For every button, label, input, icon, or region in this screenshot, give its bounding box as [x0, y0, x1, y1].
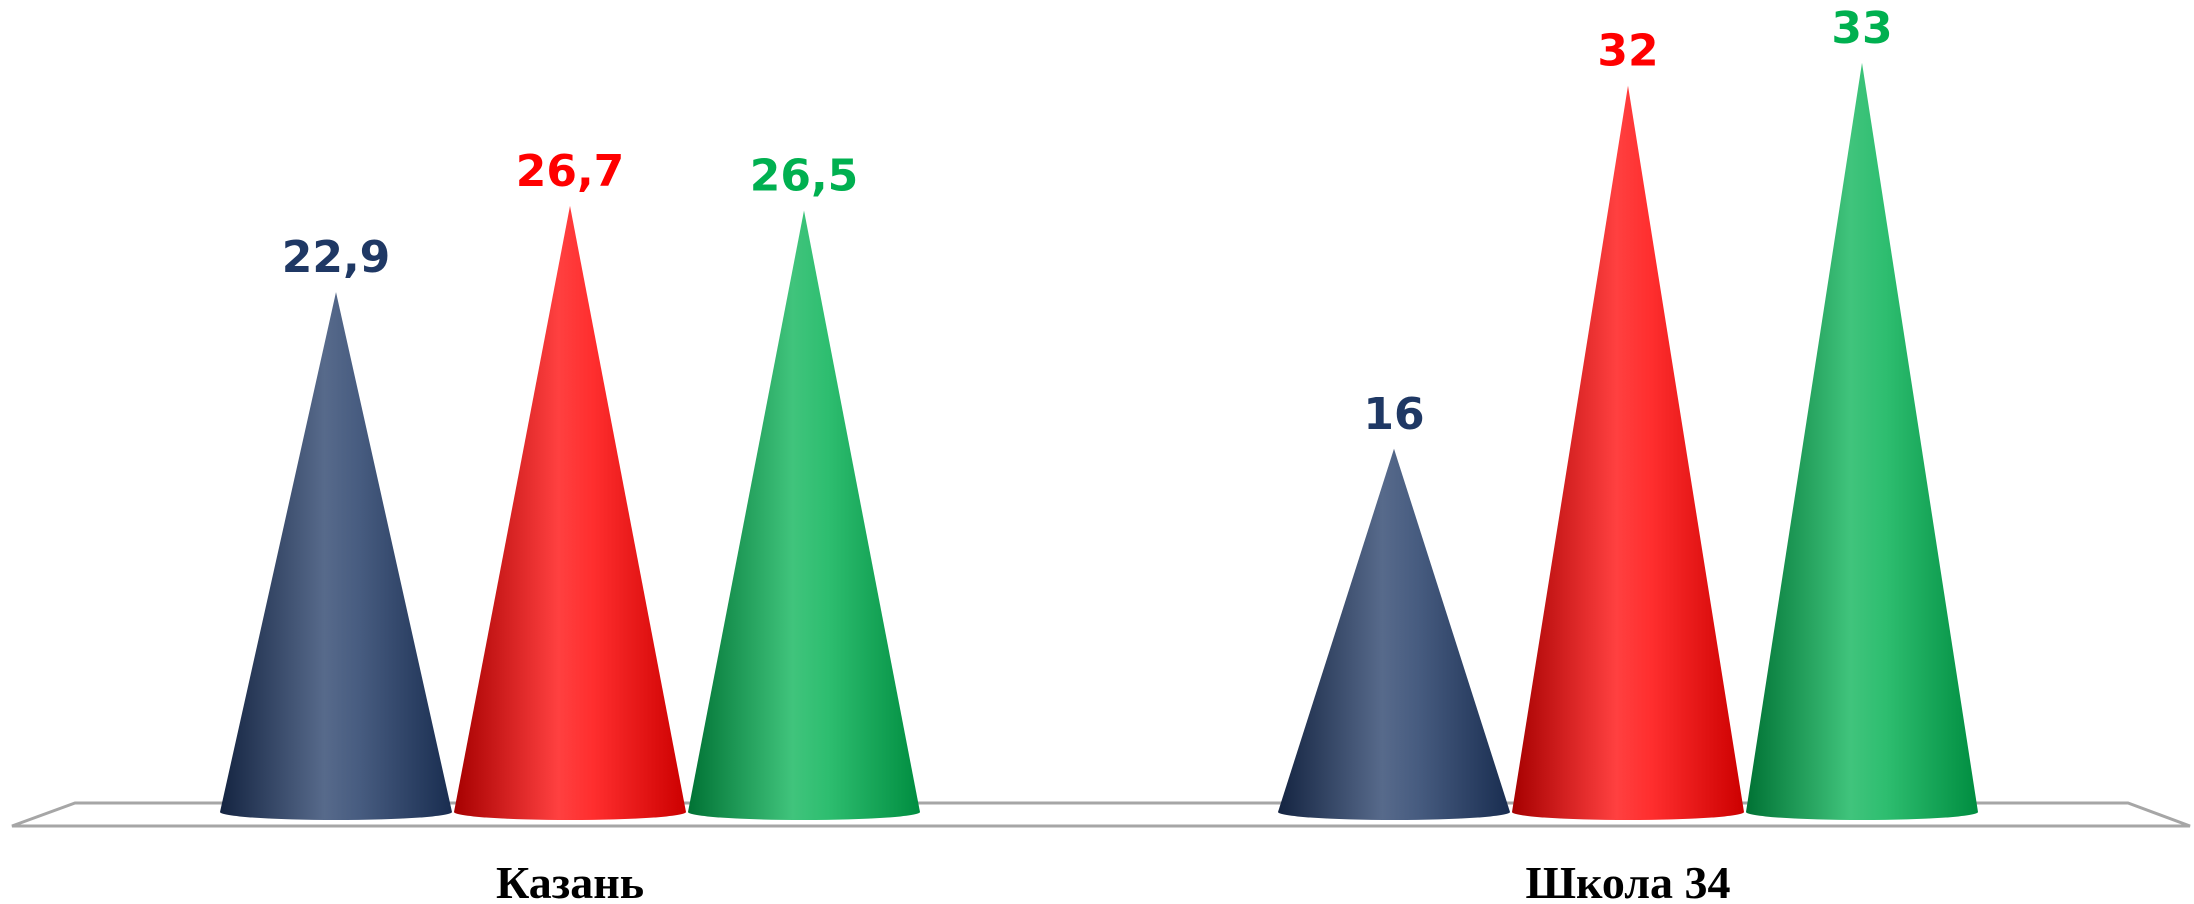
cone-0-2	[688, 210, 920, 820]
data-label: 26,5	[750, 150, 859, 201]
data-label: 22,9	[282, 232, 391, 283]
data-label: 32	[1597, 26, 1658, 77]
cone-body	[454, 205, 686, 820]
cone-0-1	[454, 205, 686, 820]
category-label: Школа 34	[1525, 857, 1730, 904]
cone-body	[1746, 62, 1978, 820]
data-label: 33	[1831, 3, 1892, 54]
cones-layer	[220, 62, 1978, 821]
categories-layer: Казань Школа 34	[496, 857, 1731, 904]
data-label: 16	[1363, 389, 1424, 440]
cone-body	[688, 210, 920, 820]
cone-0-0	[220, 292, 452, 820]
data-label: 26,7	[516, 146, 625, 197]
cone-body	[220, 292, 452, 820]
category-label: Казань	[496, 857, 644, 904]
labels-layer: 22,9 16 26,7 32 26,5 33	[282, 3, 1893, 440]
cone-1-0	[1278, 448, 1510, 820]
cone-1-2	[1746, 62, 1978, 820]
cone-body	[1512, 85, 1744, 821]
cone-body	[1278, 448, 1510, 820]
cone-1-1	[1512, 85, 1744, 821]
